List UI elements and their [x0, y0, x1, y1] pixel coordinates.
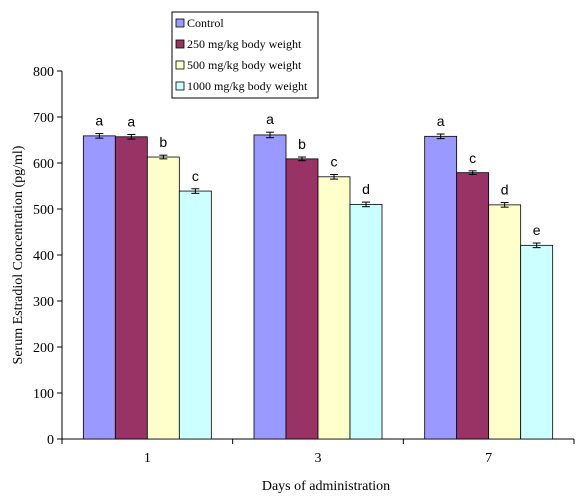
legend-label-control: Control [187, 16, 224, 30]
legend: Control 250 mg/kg body weight 500 mg/kg … [171, 11, 319, 99]
x-axis-label: Days of administration [262, 479, 390, 494]
y-tick-label: 600 [33, 157, 54, 172]
bar [178, 190, 212, 440]
bar [82, 135, 116, 440]
labels-layer: 0 100 200 300 400 500 600 700 800 1 3 7 a a a a b c b c d c d e [33, 65, 541, 466]
y-tick-label: 200 [33, 341, 54, 356]
legend-label-500: 500 mg/kg body weight [187, 58, 302, 72]
bar [146, 156, 180, 440]
significance-letter: a [95, 113, 103, 129]
bar [317, 176, 351, 440]
bar [349, 203, 383, 440]
significance-letter: c [192, 168, 199, 184]
legend-box [171, 11, 319, 99]
bar [253, 134, 287, 440]
y-tick-label: 100 [33, 387, 54, 402]
legend-swatch-500 [175, 60, 185, 70]
significance-letter: a [266, 111, 274, 127]
significance-letter: a [437, 113, 445, 129]
bar [520, 244, 554, 440]
significance-letter: d [362, 181, 370, 197]
y-tick-label: 0 [47, 433, 54, 448]
y-tick-label: 500 [33, 203, 54, 218]
bar [488, 204, 522, 440]
x-tick-label: 3 [315, 451, 322, 466]
significance-letter: a [127, 113, 135, 129]
bar [114, 136, 148, 440]
significance-letter: b [159, 134, 167, 150]
y-tick-label: 800 [33, 65, 54, 80]
y-tick-label: 300 [33, 295, 54, 310]
legend-swatch-1000 [175, 81, 185, 91]
bar [285, 158, 319, 440]
bar [424, 135, 458, 440]
x-tick-label: 1 [144, 451, 151, 466]
x-tick-label: 7 [485, 451, 492, 466]
legend-swatch-250 [175, 39, 185, 49]
bar [456, 172, 490, 440]
bars-layer [82, 131, 554, 440]
significance-letter: b [298, 136, 306, 152]
y-tick-label: 700 [33, 111, 54, 126]
significance-letter: c [331, 154, 338, 170]
legend-label-1000: 1000 mg/kg body weight [187, 79, 308, 93]
significance-letter: c [469, 150, 476, 166]
legend-label-250: 250 mg/kg body weight [187, 37, 302, 51]
y-tick-label: 400 [33, 249, 54, 264]
significance-letter: e [533, 222, 541, 238]
y-axis-label: Serum Estradiol Concentration (pg/ml) [11, 145, 26, 364]
legend-swatch-control [175, 18, 185, 28]
significance-letter: d [501, 182, 509, 198]
